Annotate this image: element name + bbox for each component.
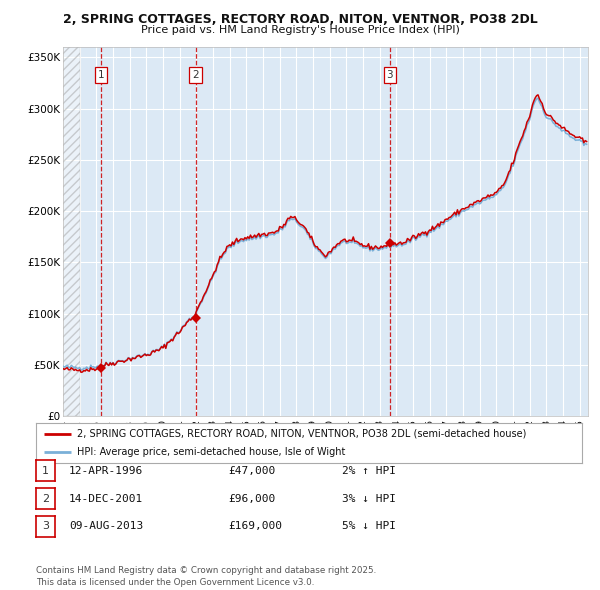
Text: 5% ↓ HPI: 5% ↓ HPI	[342, 522, 396, 531]
Text: HPI: Average price, semi-detached house, Isle of Wight: HPI: Average price, semi-detached house,…	[77, 447, 346, 457]
Text: 2, SPRING COTTAGES, RECTORY ROAD, NITON, VENTNOR, PO38 2DL: 2, SPRING COTTAGES, RECTORY ROAD, NITON,…	[62, 13, 538, 26]
Text: 3: 3	[42, 522, 49, 531]
Text: 3% ↓ HPI: 3% ↓ HPI	[342, 494, 396, 503]
Text: 2, SPRING COTTAGES, RECTORY ROAD, NITON, VENTNOR, PO38 2DL (semi-detached house): 2, SPRING COTTAGES, RECTORY ROAD, NITON,…	[77, 429, 526, 439]
Text: 12-APR-1996: 12-APR-1996	[69, 466, 143, 476]
Text: 2: 2	[192, 70, 199, 80]
Text: Contains HM Land Registry data © Crown copyright and database right 2025.
This d: Contains HM Land Registry data © Crown c…	[36, 566, 376, 587]
Text: £47,000: £47,000	[228, 466, 275, 476]
Text: 3: 3	[386, 70, 393, 80]
Text: 09-AUG-2013: 09-AUG-2013	[69, 522, 143, 531]
Text: 14-DEC-2001: 14-DEC-2001	[69, 494, 143, 503]
Text: 1: 1	[42, 466, 49, 476]
Text: 2: 2	[42, 494, 49, 503]
Text: 2% ↑ HPI: 2% ↑ HPI	[342, 466, 396, 476]
Text: 1: 1	[98, 70, 104, 80]
Text: Price paid vs. HM Land Registry's House Price Index (HPI): Price paid vs. HM Land Registry's House …	[140, 25, 460, 35]
Bar	[63, 47, 80, 416]
Text: £96,000: £96,000	[228, 494, 275, 503]
Text: £169,000: £169,000	[228, 522, 282, 531]
